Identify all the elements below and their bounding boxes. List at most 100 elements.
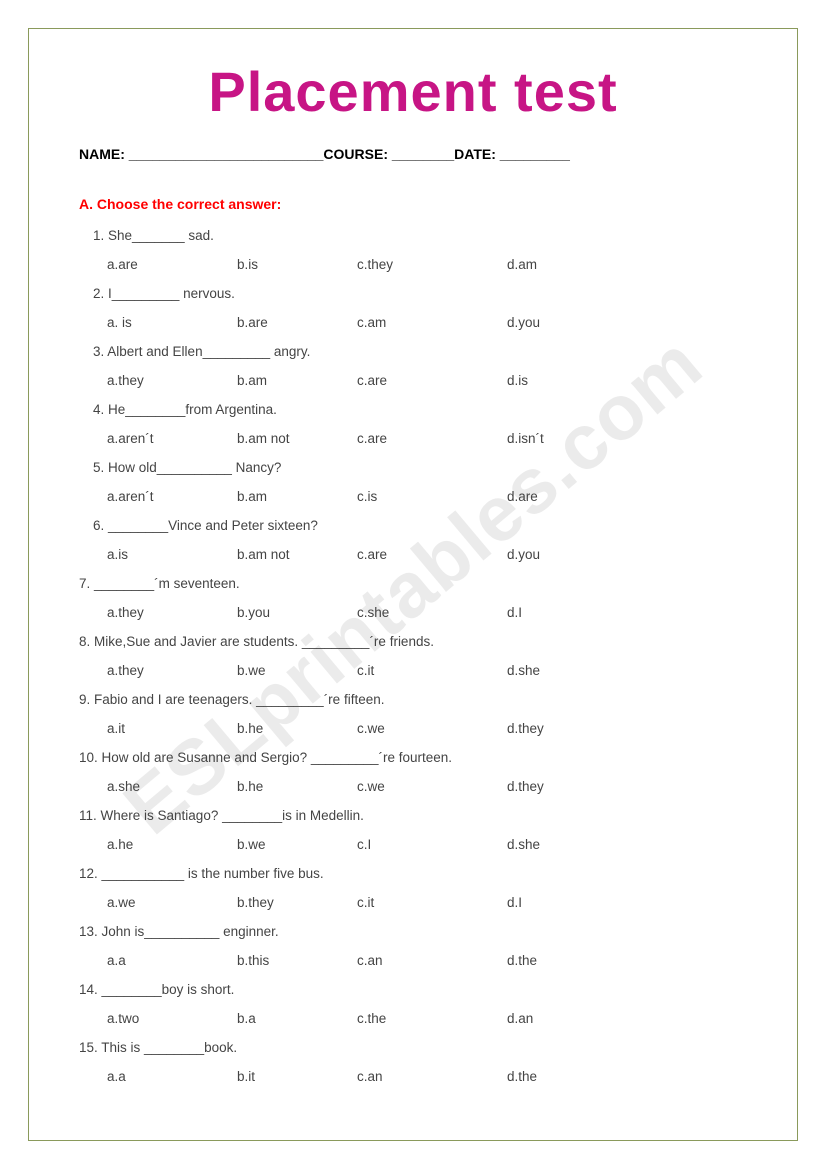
options-row: a.isb.am notc.ared.you bbox=[79, 547, 757, 562]
options-row: a.sheb.hec.wed.they bbox=[79, 779, 757, 794]
option: b.am not bbox=[237, 431, 357, 446]
options-row: a.theyb.wec.itd.she bbox=[79, 663, 757, 678]
option: a.are bbox=[107, 257, 237, 272]
question-block: 13. John is__________ enginner. a.ab.this… bbox=[69, 924, 757, 968]
option: a.a bbox=[107, 953, 237, 968]
option: b.am not bbox=[237, 547, 357, 562]
option: a.we bbox=[107, 895, 237, 910]
option: d.they bbox=[507, 721, 544, 736]
question-block: 8. Mike,Sue and Javier are students. ___… bbox=[69, 634, 757, 678]
question-text: 10. How old are Susanne and Sergio? ____… bbox=[79, 750, 757, 765]
options-row: a.twob.ac.thed.an bbox=[79, 1011, 757, 1026]
option: a.he bbox=[107, 837, 237, 852]
option: c.it bbox=[357, 895, 507, 910]
option: b.are bbox=[237, 315, 357, 330]
option: d.I bbox=[507, 605, 522, 620]
question-block: 5. How old__________ Nancy? a.aren´tb.amc… bbox=[69, 460, 757, 504]
option: d.they bbox=[507, 779, 544, 794]
option: b.we bbox=[237, 837, 357, 852]
option: b.a bbox=[237, 1011, 357, 1026]
option: d.I bbox=[507, 895, 522, 910]
options-row: a.aren´tb.am notc.ared.isn´t bbox=[79, 431, 757, 446]
option: d.the bbox=[507, 1069, 537, 1084]
option: a.aren´t bbox=[107, 431, 237, 446]
option: c.we bbox=[357, 779, 507, 794]
question-text: 14. ________boy is short. bbox=[79, 982, 757, 997]
option: c.she bbox=[357, 605, 507, 620]
option: d.are bbox=[507, 489, 538, 504]
question-text: 4. He________from Argentina. bbox=[79, 402, 757, 417]
option: d.she bbox=[507, 663, 540, 678]
option: d.an bbox=[507, 1011, 533, 1026]
section-header: A. Choose the correct answer: bbox=[69, 196, 757, 212]
option: a.aren´t bbox=[107, 489, 237, 504]
option: d.you bbox=[507, 547, 540, 562]
question-text: 11. Where is Santiago? ________is in Med… bbox=[79, 808, 757, 823]
options-row: a.ab.thisc.and.the bbox=[79, 953, 757, 968]
question-block: 11. Where is Santiago? ________is in Med… bbox=[69, 808, 757, 852]
option: b.is bbox=[237, 257, 357, 272]
options-row: a.heb.wec.Id.she bbox=[79, 837, 757, 852]
question-text: 2. I_________ nervous. bbox=[79, 286, 757, 301]
option: c.an bbox=[357, 953, 507, 968]
option: d.isn´t bbox=[507, 431, 544, 446]
question-block: 12. ___________ is the number five bus. a… bbox=[69, 866, 757, 910]
option: b.it bbox=[237, 1069, 357, 1084]
question-block: 14. ________boy is short. a.twob.ac.thed.… bbox=[69, 982, 757, 1026]
option: b.you bbox=[237, 605, 357, 620]
option: c.is bbox=[357, 489, 507, 504]
option: c.I bbox=[357, 837, 507, 852]
options-row: a.web.theyc.itd.I bbox=[79, 895, 757, 910]
option: a.they bbox=[107, 373, 237, 388]
options-row: a.theyb.amc.ared.is bbox=[79, 373, 757, 388]
option: a.they bbox=[107, 663, 237, 678]
question-block: 4. He________from Argentina. a.aren´tb.am… bbox=[69, 402, 757, 446]
option: d.you bbox=[507, 315, 540, 330]
question-block: 3. Albert and Ellen_________ angry. a.the… bbox=[69, 344, 757, 388]
option: a.is bbox=[107, 547, 237, 562]
option: a.she bbox=[107, 779, 237, 794]
option: c.are bbox=[357, 431, 507, 446]
info-line: NAME: _________________________COURSE: _… bbox=[69, 146, 757, 162]
options-row: a.aren´tb.amc.isd.are bbox=[79, 489, 757, 504]
options-row: a. isb.arec.amd.you bbox=[79, 315, 757, 330]
option: a. is bbox=[107, 315, 237, 330]
question-text: 1. She_______ sad. bbox=[79, 228, 757, 243]
option: d.am bbox=[507, 257, 537, 272]
option: a.it bbox=[107, 721, 237, 736]
option: b.am bbox=[237, 373, 357, 388]
option: c.it bbox=[357, 663, 507, 678]
option: b.this bbox=[237, 953, 357, 968]
options-row: a.areb.isc.theyd.am bbox=[79, 257, 757, 272]
question-text: 12. ___________ is the number five bus. bbox=[79, 866, 757, 881]
option: d.she bbox=[507, 837, 540, 852]
question-text: 3. Albert and Ellen_________ angry. bbox=[79, 344, 757, 359]
option: b.we bbox=[237, 663, 357, 678]
page-border: Placement test NAME: ___________________… bbox=[28, 28, 798, 1141]
question-text: 7. ________´m seventeen. bbox=[79, 576, 757, 591]
question-block: 9. Fabio and I are teenagers. _________´… bbox=[69, 692, 757, 736]
question-text: 6. ________Vince and Peter sixteen? bbox=[79, 518, 757, 533]
option: c.am bbox=[357, 315, 507, 330]
question-block: 15. This is ________book.a.ab.itc.and.th… bbox=[69, 1040, 757, 1084]
option: a.they bbox=[107, 605, 237, 620]
option: b.am bbox=[237, 489, 357, 504]
question-block: 2. I_________ nervous. a. isb.arec.amd.yo… bbox=[69, 286, 757, 330]
options-row: a.itb.hec.wed.they bbox=[79, 721, 757, 736]
option: c.are bbox=[357, 373, 507, 388]
question-block: 7. ________´m seventeen. a.theyb.youc.she… bbox=[69, 576, 757, 620]
option: a.two bbox=[107, 1011, 237, 1026]
question-block: 1. She_______ sad. a.areb.isc.theyd.am bbox=[69, 228, 757, 272]
option: b.he bbox=[237, 779, 357, 794]
option: c.are bbox=[357, 547, 507, 562]
option: c.they bbox=[357, 257, 507, 272]
question-text: 8. Mike,Sue and Javier are students. ___… bbox=[79, 634, 757, 649]
question-text: 5. How old__________ Nancy? bbox=[79, 460, 757, 475]
questions-container: 1. She_______ sad. a.areb.isc.theyd.am 2. … bbox=[69, 228, 757, 1084]
options-row: a.theyb.youc.shed.I bbox=[79, 605, 757, 620]
option: c.the bbox=[357, 1011, 507, 1026]
option: d.the bbox=[507, 953, 537, 968]
question-block: 6. ________Vince and Peter sixteen? a.isb… bbox=[69, 518, 757, 562]
question-text: 13. John is__________ enginner. bbox=[79, 924, 757, 939]
question-block: 10. How old are Susanne and Sergio? ____… bbox=[69, 750, 757, 794]
